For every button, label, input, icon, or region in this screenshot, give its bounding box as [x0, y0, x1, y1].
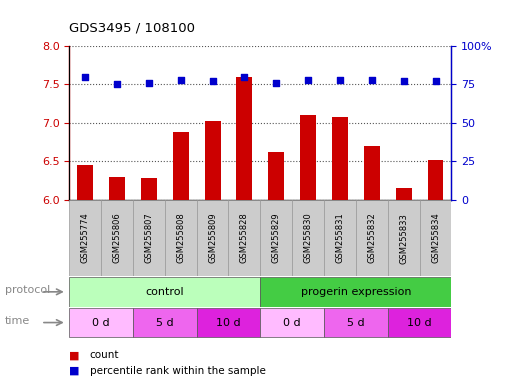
Text: GSM255774: GSM255774 [81, 213, 90, 263]
Bar [388, 308, 451, 337]
Bar [332, 117, 348, 200]
Bar [427, 160, 443, 200]
Point [431, 78, 440, 84]
Text: GSM255832: GSM255832 [367, 213, 377, 263]
Point [81, 74, 89, 80]
Bar [77, 165, 93, 200]
Bar [300, 115, 316, 200]
Bar [261, 277, 451, 306]
Bar [133, 200, 165, 276]
Bar [420, 200, 451, 276]
Bar [324, 200, 356, 276]
Bar [388, 200, 420, 276]
Text: protocol: protocol [5, 285, 50, 295]
Text: GSM255806: GSM255806 [112, 213, 122, 263]
Text: GSM255831: GSM255831 [336, 213, 344, 263]
Bar [101, 200, 133, 276]
Bar [228, 200, 261, 276]
Bar [165, 200, 196, 276]
Text: control: control [146, 287, 184, 297]
Point [145, 80, 153, 86]
Text: 10 d: 10 d [216, 318, 241, 328]
Text: percentile rank within the sample: percentile rank within the sample [90, 366, 266, 376]
Bar [173, 132, 189, 200]
Point [400, 78, 408, 84]
Bar [236, 77, 252, 200]
Point [176, 77, 185, 83]
Text: GSM255830: GSM255830 [304, 213, 312, 263]
Point [336, 77, 344, 83]
Text: GDS3495 / 108100: GDS3495 / 108100 [69, 22, 195, 35]
Bar [205, 121, 221, 200]
Bar [261, 200, 292, 276]
Bar [356, 200, 388, 276]
Text: 0 d: 0 d [283, 318, 301, 328]
Bar [324, 308, 388, 337]
Point [240, 74, 248, 80]
Text: time: time [5, 316, 30, 326]
Bar [109, 177, 125, 200]
Text: progerin expression: progerin expression [301, 287, 411, 297]
Text: GSM255808: GSM255808 [176, 213, 185, 263]
Bar [69, 200, 101, 276]
Bar [196, 200, 228, 276]
Bar [268, 152, 284, 200]
Point [368, 77, 376, 83]
Text: 0 d: 0 d [92, 318, 110, 328]
Text: GSM255809: GSM255809 [208, 213, 217, 263]
Bar [133, 308, 196, 337]
Bar [196, 308, 261, 337]
Text: count: count [90, 350, 120, 360]
Text: ■: ■ [69, 350, 80, 360]
Text: GSM255829: GSM255829 [272, 213, 281, 263]
Text: 5 d: 5 d [156, 318, 173, 328]
Point [272, 80, 281, 86]
Point [208, 78, 216, 84]
Bar [69, 277, 261, 306]
Text: GSM255833: GSM255833 [399, 213, 408, 263]
Text: GSM255807: GSM255807 [144, 213, 153, 263]
Text: GSM255834: GSM255834 [431, 213, 440, 263]
Bar [364, 146, 380, 200]
Text: 5 d: 5 d [347, 318, 365, 328]
Bar [69, 308, 133, 337]
Point [113, 81, 121, 88]
Bar [141, 178, 157, 200]
Point [304, 77, 312, 83]
Text: 10 d: 10 d [407, 318, 432, 328]
Bar [396, 188, 411, 200]
Bar [261, 308, 324, 337]
Bar [292, 200, 324, 276]
Text: ■: ■ [69, 366, 80, 376]
Text: GSM255828: GSM255828 [240, 213, 249, 263]
